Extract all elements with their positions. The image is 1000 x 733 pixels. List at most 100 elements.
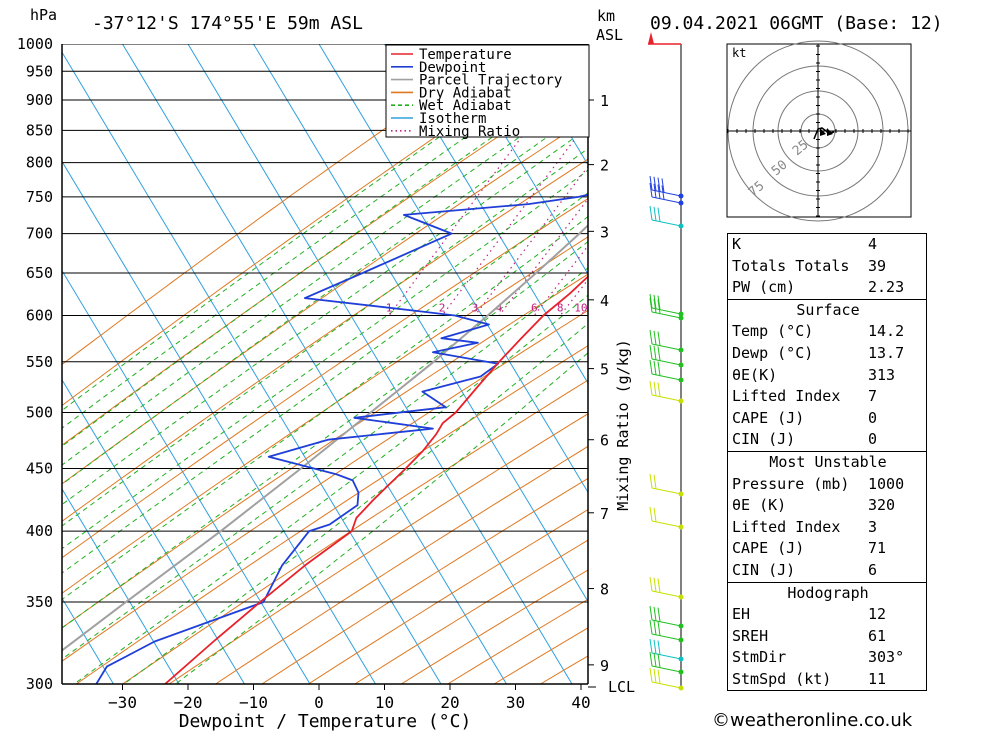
wind-barb-feather	[649, 638, 653, 654]
wind-barb-feather	[653, 620, 657, 635]
wind-barb-feather	[649, 205, 653, 221]
surface-row: θE(K) 313	[728, 365, 928, 387]
wind-barb-feather	[649, 506, 653, 522]
pressure-tick-label: 500	[26, 403, 53, 421]
legend-entry: Isotherm	[419, 111, 486, 127]
pressure-tick-label: 600	[26, 307, 53, 325]
most-unstable-value: 71	[868, 539, 887, 558]
wind-barb-feather	[653, 183, 657, 198]
wind-barb-feather	[653, 345, 657, 360]
legend-entry: Parcel Trajectory	[419, 73, 562, 89]
wind-barb-feather	[649, 344, 653, 360]
mixing-ratio-tick-label: 8	[557, 302, 564, 315]
wind-barb-feather	[649, 619, 653, 635]
wind-barb-feather	[661, 178, 665, 193]
wind-barb-feather	[649, 667, 653, 683]
surface-row: Lifted Index 7	[728, 386, 928, 408]
wind-top-flag	[648, 32, 654, 44]
wind-barb-feather	[649, 576, 653, 592]
surface-label: θE(K)	[732, 365, 778, 384]
surface-label: Lifted Index	[732, 387, 841, 406]
hodograph-label: StmSpd (kt)	[732, 669, 832, 688]
wind-barb-feather	[653, 298, 657, 313]
mixing-ratio-tick-label: 4	[496, 302, 503, 315]
hodograph-row: EH 12	[728, 604, 928, 626]
index-value: 39	[868, 256, 887, 275]
wind-barb-feather	[653, 294, 657, 309]
wind-barb-shaft	[651, 311, 682, 319]
wind-barb-feather	[657, 361, 661, 376]
wind-barb-feather	[657, 207, 661, 222]
mixing-ratio-axis-label: Mixing Ratio (g/kg)	[614, 339, 632, 511]
dry-adiabat-line	[62, 309, 588, 662]
isotherm-line	[62, 488, 180, 684]
wet-adiabat-line	[62, 87, 588, 466]
wind-barb-feather	[649, 293, 653, 309]
height-unit-label-2: ASL	[596, 26, 623, 44]
isotherm-line	[515, 44, 588, 166]
index-label: PW (cm)	[732, 278, 796, 297]
legend-box	[385, 44, 590, 138]
wind-barb-feather	[653, 360, 657, 375]
surface-row: CAPE (J) 0	[728, 408, 928, 430]
wind-barb-feather	[657, 346, 661, 361]
isotherm-line	[62, 51, 442, 684]
dry-adiabat-line	[62, 44, 573, 407]
wind-barb-shaft	[651, 307, 682, 315]
wind-barb-shaft	[651, 619, 682, 627]
credit-link[interactable]: ©weatheronline.co.uk	[712, 710, 913, 731]
wind-barb-shaft	[651, 633, 682, 641]
pressure-tick-label: 900	[26, 91, 53, 109]
pressure-tick-label: 400	[26, 522, 53, 540]
hodograph-value: 303°	[868, 648, 905, 667]
hodograph-storm-marker	[820, 128, 826, 136]
dry-adiabat-line	[62, 197, 588, 559]
indices-panel: K 4 Totals Totals 39 PW (cm) 2.23 Surface Tem…	[727, 233, 928, 692]
hodograph-box: Hodograph EH 12 SREH 61 StmDir 303° StmSpd (kt…	[727, 581, 928, 692]
general-indices-box: K 4 Totals Totals 39 PW (cm) 2.23	[727, 233, 927, 300]
chart-series	[62, 193, 588, 684]
wind-barb-column	[648, 32, 684, 691]
x-tick-label: 20	[440, 693, 459, 712]
surface-label: CAPE (J)	[732, 408, 805, 427]
index-label: K	[732, 235, 742, 253]
legend-entry: Temperature	[419, 47, 512, 63]
surface-value: 13.7	[868, 343, 905, 362]
wind-barb-feather	[657, 184, 661, 199]
height-tick-label: 6	[600, 432, 609, 450]
x-tick-label: 10	[375, 693, 394, 712]
chart-axes: 3003504004505005506006507007508008509009…	[17, 35, 635, 712]
most-unstable-value: 1000	[868, 474, 905, 493]
wind-barb-feather	[657, 621, 661, 636]
surface-label: CIN (J)	[732, 430, 796, 449]
wind-barb-feather	[649, 329, 653, 345]
wind-barb-feather	[653, 176, 657, 191]
legend-entry: Wet Adiabat	[419, 98, 512, 114]
most-unstable-value: 320	[868, 496, 896, 515]
wind-barb-feather	[657, 607, 661, 622]
dry-adiabat-line	[62, 273, 588, 629]
wind-barb-shaft	[651, 219, 682, 227]
isotherm-line	[62, 597, 114, 684]
surface-title: Surface	[796, 300, 860, 319]
most-unstable-value: 6	[868, 560, 878, 579]
hodograph-row: SREH 61	[728, 626, 928, 648]
wind-barb-shaft	[651, 373, 682, 381]
dewpoint-series-line	[95, 193, 588, 684]
wind-barb-feather	[653, 381, 657, 396]
surface-row: Temp (°C) 14.2	[728, 321, 928, 343]
hodograph-storm-marker	[827, 128, 833, 136]
wind-barb-shaft	[651, 681, 682, 689]
isotherm-line	[384, 44, 588, 385]
wind-barb-shaft	[651, 590, 682, 598]
pressure-unit-label: hPa	[30, 6, 57, 24]
mixing-ratio-tick-label: 6	[531, 302, 538, 315]
wind-barb-shaft	[651, 196, 682, 204]
wind-barb-feather	[649, 175, 653, 191]
dry-adiabat-line	[62, 158, 588, 522]
wind-barb-feather	[653, 474, 657, 489]
pressure-tick-label: 700	[26, 225, 53, 243]
chart-grid: 1 2 3 4 6 8 10 15 20 25	[62, 44, 588, 684]
